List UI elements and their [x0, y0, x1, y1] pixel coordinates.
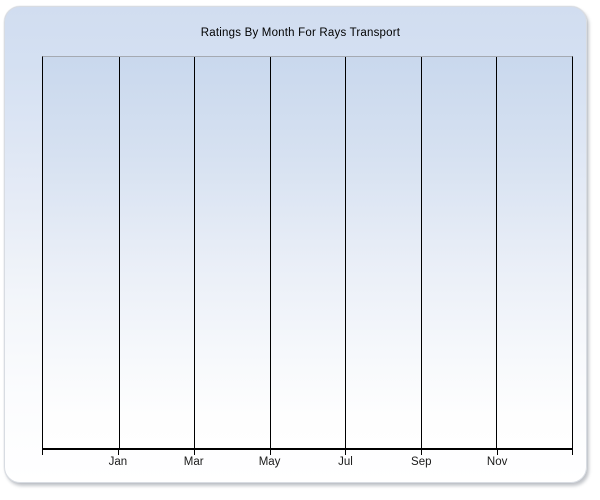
chart-panel: Ratings By Month For Rays Transport Jan … [4, 6, 587, 483]
x-axis-tick [345, 450, 347, 455]
gridline-jul [345, 57, 347, 448]
x-axis-label-may: May [258, 456, 281, 468]
gridline-mar [194, 57, 196, 448]
x-axis-tick [117, 450, 119, 455]
x-axis-label-sep: Sep [411, 456, 432, 468]
x-axis-tick [193, 450, 195, 455]
x-axis-tick [572, 450, 573, 455]
x-axis-label-jan: Jan [108, 456, 128, 468]
x-axis-tick [497, 450, 499, 455]
x-axis-tick [42, 450, 43, 455]
plot-area [42, 56, 573, 450]
chart-title: Ratings By Month For Rays Transport [200, 27, 401, 39]
x-axis-label-nov: Nov [486, 456, 508, 468]
x-axis-label-mar: Mar [183, 456, 204, 468]
gridline-jan [118, 57, 120, 448]
x-axis: Jan Mar May Jul Sep Nov [42, 450, 573, 474]
gridline-nov [496, 57, 498, 448]
x-axis-label-jul: Jul [338, 456, 353, 468]
gridline-may [269, 57, 271, 448]
gridline-sep [420, 57, 422, 448]
x-axis-tick [421, 450, 423, 455]
x-axis-tick [269, 450, 271, 455]
